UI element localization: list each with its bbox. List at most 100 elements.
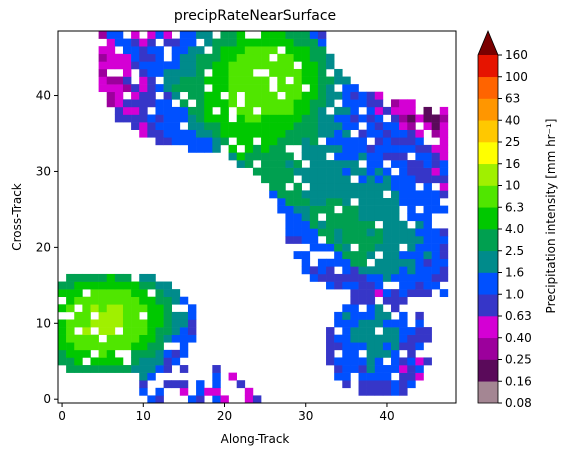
heatmap-cell: [155, 114, 164, 123]
heatmap-cells: [58, 31, 449, 404]
heatmap-cell: [277, 175, 286, 184]
heatmap-cell: [179, 365, 189, 373]
heatmap-cell: [147, 91, 156, 100]
heatmap-cell: [439, 106, 449, 115]
heatmap-cell: [179, 68, 189, 77]
heatmap-cell: [106, 327, 116, 335]
heatmap-cell: [342, 243, 351, 252]
heatmap-cell: [179, 84, 189, 93]
heatmap-cell: [293, 137, 302, 146]
heatmap-cell: [326, 228, 335, 237]
heatmap-cell: [334, 190, 343, 199]
heatmap-cell: [317, 46, 327, 55]
heatmap-cell: [399, 190, 408, 199]
heatmap-cell: [212, 38, 221, 47]
heatmap-cell: [326, 205, 335, 214]
heatmap-cell: [334, 213, 343, 222]
heatmap-cell: [334, 76, 343, 85]
heatmap-cell: [358, 342, 367, 351]
heatmap-cell: [293, 106, 302, 115]
heatmap-cell: [407, 357, 416, 366]
heatmap-cell: [382, 144, 392, 153]
heatmap-cell: [122, 38, 132, 47]
heatmap-cell: [358, 99, 367, 108]
heatmap-cell: [114, 114, 124, 123]
heatmap-cell: [139, 349, 148, 358]
colorbar-tick-label: 0.25: [505, 353, 532, 367]
heatmap-cell: [407, 114, 416, 123]
heatmap-cell: [293, 46, 302, 55]
heatmap-cell: [236, 106, 246, 115]
heatmap-cell: [334, 273, 343, 282]
heatmap-cell: [374, 144, 384, 153]
heatmap-cell: [374, 365, 384, 373]
heatmap-cell: [342, 167, 351, 176]
heatmap-cell: [212, 372, 221, 381]
heatmap-cell: [350, 91, 359, 100]
heatmap-cell: [301, 31, 311, 39]
heatmap-cell: [350, 281, 359, 290]
heatmap-cell: [431, 228, 441, 237]
heatmap-cell: [261, 84, 270, 93]
heatmap-cell: [326, 266, 335, 275]
heatmap-cell: [106, 334, 116, 343]
heatmap-cell: [204, 387, 213, 396]
heatmap-cell: [407, 372, 416, 381]
heatmap-cell: [82, 349, 91, 358]
heatmap-cell: [171, 311, 181, 320]
heatmap-cell: [342, 235, 351, 244]
heatmap-cell: [244, 129, 254, 138]
heatmap-cell: [212, 76, 221, 85]
heatmap-cell: [391, 258, 400, 267]
heatmap-cell: [293, 76, 302, 85]
heatmap-cell: [122, 342, 132, 351]
heatmap-cell: [350, 266, 359, 275]
heatmap-cell: [382, 220, 392, 229]
heatmap-cell: [90, 289, 99, 298]
heatmap-cell: [82, 296, 91, 305]
heatmap-cell: [391, 190, 400, 199]
heatmap-cell: [358, 198, 367, 206]
heatmap-cell: [114, 357, 124, 366]
heatmap-cell: [131, 281, 140, 290]
heatmap-cell: [391, 114, 400, 123]
heatmap-cell: [252, 167, 262, 176]
heatmap-cell: [114, 304, 124, 313]
heatmap-cell: [334, 114, 343, 123]
heatmap-cell: [163, 327, 173, 335]
heatmap-cell: [431, 251, 441, 260]
heatmap-cell: [399, 273, 408, 282]
heatmap-cell: [131, 114, 140, 123]
heatmap-cell: [358, 175, 367, 184]
heatmap-cell: [399, 137, 408, 146]
heatmap-cell: [374, 380, 384, 389]
heatmap-cell: [98, 349, 108, 358]
heatmap-cell: [163, 61, 173, 70]
heatmap-cell: [220, 76, 229, 85]
heatmap-cell: [342, 137, 351, 146]
heatmap-cell: [212, 365, 221, 373]
heatmap-cell: [179, 76, 189, 85]
heatmap-cell: [431, 122, 441, 130]
heatmap-cell: [90, 342, 99, 351]
heatmap-cell: [374, 198, 384, 206]
heatmap-cell: [350, 349, 359, 358]
heatmap-cell: [334, 167, 343, 176]
heatmap-cell: [171, 334, 181, 343]
heatmap-cell: [139, 106, 148, 115]
heatmap-cell: [220, 114, 229, 123]
heatmap-cell: [204, 106, 213, 115]
heatmap-cell: [139, 99, 148, 108]
heatmap-cell: [301, 228, 311, 237]
heatmap-cell: [277, 190, 286, 199]
heatmap-cell: [187, 311, 197, 320]
heatmap-cell: [317, 144, 327, 153]
heatmap-cell: [179, 334, 189, 343]
heatmap-cell: [374, 334, 384, 343]
colorbar-segment: [478, 76, 498, 99]
heatmap-cell: [342, 357, 351, 366]
heatmap-cell: [293, 198, 302, 206]
heatmap-cell: [334, 122, 343, 130]
heatmap-cell: [423, 190, 432, 199]
heatmap-cell: [350, 137, 359, 146]
